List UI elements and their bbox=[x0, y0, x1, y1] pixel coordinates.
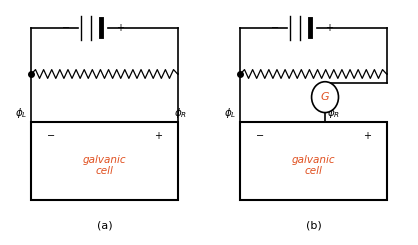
Bar bbox=[240, 122, 387, 200]
Text: $\phi_R$: $\phi_R$ bbox=[174, 106, 187, 120]
Text: galvanic
cell: galvanic cell bbox=[83, 155, 126, 176]
Text: (b): (b) bbox=[306, 220, 321, 231]
Text: +: + bbox=[116, 23, 124, 33]
Text: $\phi_L$: $\phi_L$ bbox=[15, 106, 28, 120]
Bar bbox=[31, 122, 178, 200]
Text: +: + bbox=[363, 131, 371, 141]
Text: −: − bbox=[46, 131, 55, 141]
Text: −: − bbox=[62, 23, 70, 33]
Text: +: + bbox=[325, 23, 333, 33]
Text: +: + bbox=[154, 131, 162, 141]
Text: −: − bbox=[255, 131, 264, 141]
Text: (a): (a) bbox=[97, 220, 112, 231]
Text: −: − bbox=[271, 23, 279, 33]
Text: G: G bbox=[321, 92, 329, 102]
Text: $\phi_L$: $\phi_L$ bbox=[224, 106, 237, 120]
Circle shape bbox=[311, 82, 339, 112]
Text: galvanic
cell: galvanic cell bbox=[292, 155, 335, 176]
Text: $\phi_R$: $\phi_R$ bbox=[327, 106, 340, 120]
